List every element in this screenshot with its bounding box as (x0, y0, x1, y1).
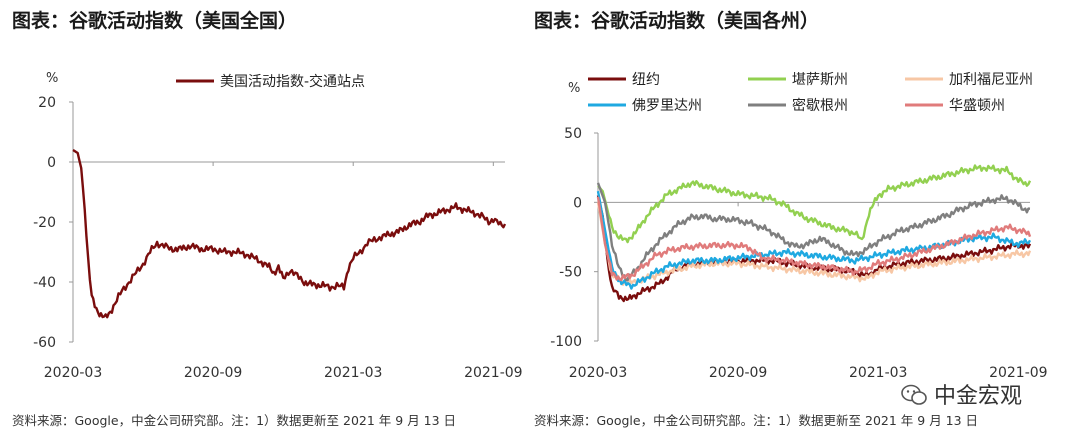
y-unit-label: % (46, 71, 58, 86)
legend-label: 密歇根州 (792, 97, 848, 114)
x-tick-label: 2021-03 (849, 365, 908, 381)
x-tick-label: 2020-09 (184, 365, 243, 381)
y-unit-label: % (568, 81, 580, 96)
y-tick-label: 50 (564, 126, 582, 142)
legend-label: 佛罗里达州 (632, 98, 702, 114)
x-tick-label: 2020-03 (44, 365, 103, 381)
right-source-note: 资料来源：Google，中金公司研究部。注：1）数据更新至 2021 年 9 月… (534, 413, 979, 428)
series-line-纽约 (596, 195, 1032, 303)
y-tick-label: 20 (38, 95, 56, 111)
x-tick-label: 2021-09 (989, 365, 1048, 381)
wechat-icon (901, 384, 927, 405)
series-line-华盛顿州 (596, 196, 1032, 282)
x-tick-label: 2021-09 (464, 365, 523, 381)
x-tick-label: 2021-03 (324, 365, 383, 381)
left-source-note: 资料来源：Google，中金公司研究部。注：1）数据更新至 2021 年 9 月… (12, 413, 457, 428)
legend-label: 美国活动指数-交通站点 (220, 73, 365, 90)
watermark: 中金宏观 (900, 378, 1022, 410)
left-chart-title: 图表：谷歌活动指数（美国全国） (12, 10, 298, 32)
y-tick-label: -60 (33, 335, 56, 351)
y-tick-label: -20 (33, 215, 56, 231)
series-line-美国活动指数-交通站点 (72, 148, 507, 319)
watermark-text: 中金宏观 (934, 384, 1023, 409)
y-tick-label: -100 (550, 334, 582, 350)
legend-label: 华盛顿州 (949, 98, 1005, 114)
legend-label: 堪萨斯州 (792, 72, 848, 88)
y-tick-label: 0 (573, 195, 582, 211)
x-tick-label: 2020-09 (709, 365, 768, 381)
y-tick-label: 0 (47, 155, 56, 171)
y-tick-label: -50 (559, 265, 582, 281)
y-tick-label: -40 (33, 275, 56, 291)
x-tick-label: 2020-03 (569, 365, 628, 381)
series-line-密歇根州 (596, 182, 1031, 282)
right-chart-title: 图表：谷歌活动指数（美国各州） (534, 10, 820, 32)
series-line-加利福尼亚州 (596, 202, 1032, 286)
series-line-堪萨斯州 (597, 164, 1032, 244)
legend-label: 纽约 (632, 72, 660, 88)
legend-label: 加利福尼亚州 (949, 72, 1033, 88)
